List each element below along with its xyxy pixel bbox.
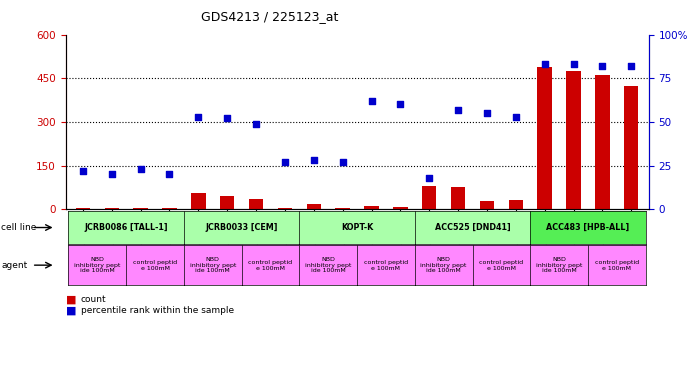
Text: agent: agent [1, 261, 28, 270]
Text: NBD
inhibitory pept
ide 100mM: NBD inhibitory pept ide 100mM [536, 257, 582, 273]
Bar [364, 206, 379, 209]
Text: ACC525 [DND41]: ACC525 [DND41] [435, 223, 511, 232]
Text: ■: ■ [66, 295, 76, 305]
Point [568, 61, 579, 67]
Text: control peptid
e 100mM: control peptid e 100mM [595, 260, 639, 271]
Text: NBD
inhibitory pept
ide 100mM: NBD inhibitory pept ide 100mM [74, 257, 121, 273]
Point [279, 159, 290, 165]
Text: ■: ■ [66, 305, 76, 315]
Point [482, 110, 493, 116]
Point [164, 171, 175, 177]
Point [597, 63, 608, 69]
Bar [191, 193, 206, 209]
Bar [306, 204, 321, 209]
Text: NBD
inhibitory pept
ide 100mM: NBD inhibitory pept ide 100mM [190, 257, 236, 273]
Bar [422, 186, 437, 209]
Text: control peptid
e 100mM: control peptid e 100mM [248, 260, 293, 271]
Point [221, 115, 233, 121]
Point [453, 107, 464, 113]
Point [308, 157, 319, 164]
Point [424, 175, 435, 181]
Point [539, 61, 550, 67]
Text: NBD
inhibitory pept
ide 100mM: NBD inhibitory pept ide 100mM [305, 257, 351, 273]
Bar [480, 201, 494, 209]
Point [135, 166, 146, 172]
Point [626, 63, 637, 69]
Point [511, 114, 522, 120]
Text: control peptid
e 100mM: control peptid e 100mM [133, 260, 177, 271]
Bar [451, 187, 465, 209]
Point [106, 171, 117, 177]
Text: control peptid
e 100mM: control peptid e 100mM [364, 260, 408, 271]
Bar [220, 196, 235, 209]
Bar [538, 66, 552, 209]
Point [193, 114, 204, 120]
Point [395, 101, 406, 108]
Text: cell line: cell line [1, 223, 37, 232]
Text: NBD
inhibitory pept
ide 100mM: NBD inhibitory pept ide 100mM [420, 257, 467, 273]
Bar [133, 208, 148, 209]
Bar [595, 75, 610, 209]
Text: KOPT-K: KOPT-K [341, 223, 373, 232]
Bar [566, 71, 581, 209]
Bar [76, 208, 90, 209]
Point [77, 168, 88, 174]
Bar [335, 208, 350, 209]
Text: ACC483 [HPB-ALL]: ACC483 [HPB-ALL] [546, 223, 629, 232]
Bar [624, 86, 638, 209]
Bar [277, 208, 292, 209]
Point [250, 121, 262, 127]
Text: GDS4213 / 225123_at: GDS4213 / 225123_at [201, 10, 338, 23]
Bar [393, 207, 408, 209]
Bar [249, 199, 264, 209]
Bar [509, 200, 523, 209]
Text: JCRB0033 [CEM]: JCRB0033 [CEM] [206, 223, 278, 232]
Text: control peptid
e 100mM: control peptid e 100mM [480, 260, 524, 271]
Text: percentile rank within the sample: percentile rank within the sample [81, 306, 234, 315]
Text: JCRB0086 [TALL-1]: JCRB0086 [TALL-1] [84, 223, 168, 232]
Text: count: count [81, 295, 106, 304]
Point [337, 159, 348, 165]
Point [366, 98, 377, 104]
